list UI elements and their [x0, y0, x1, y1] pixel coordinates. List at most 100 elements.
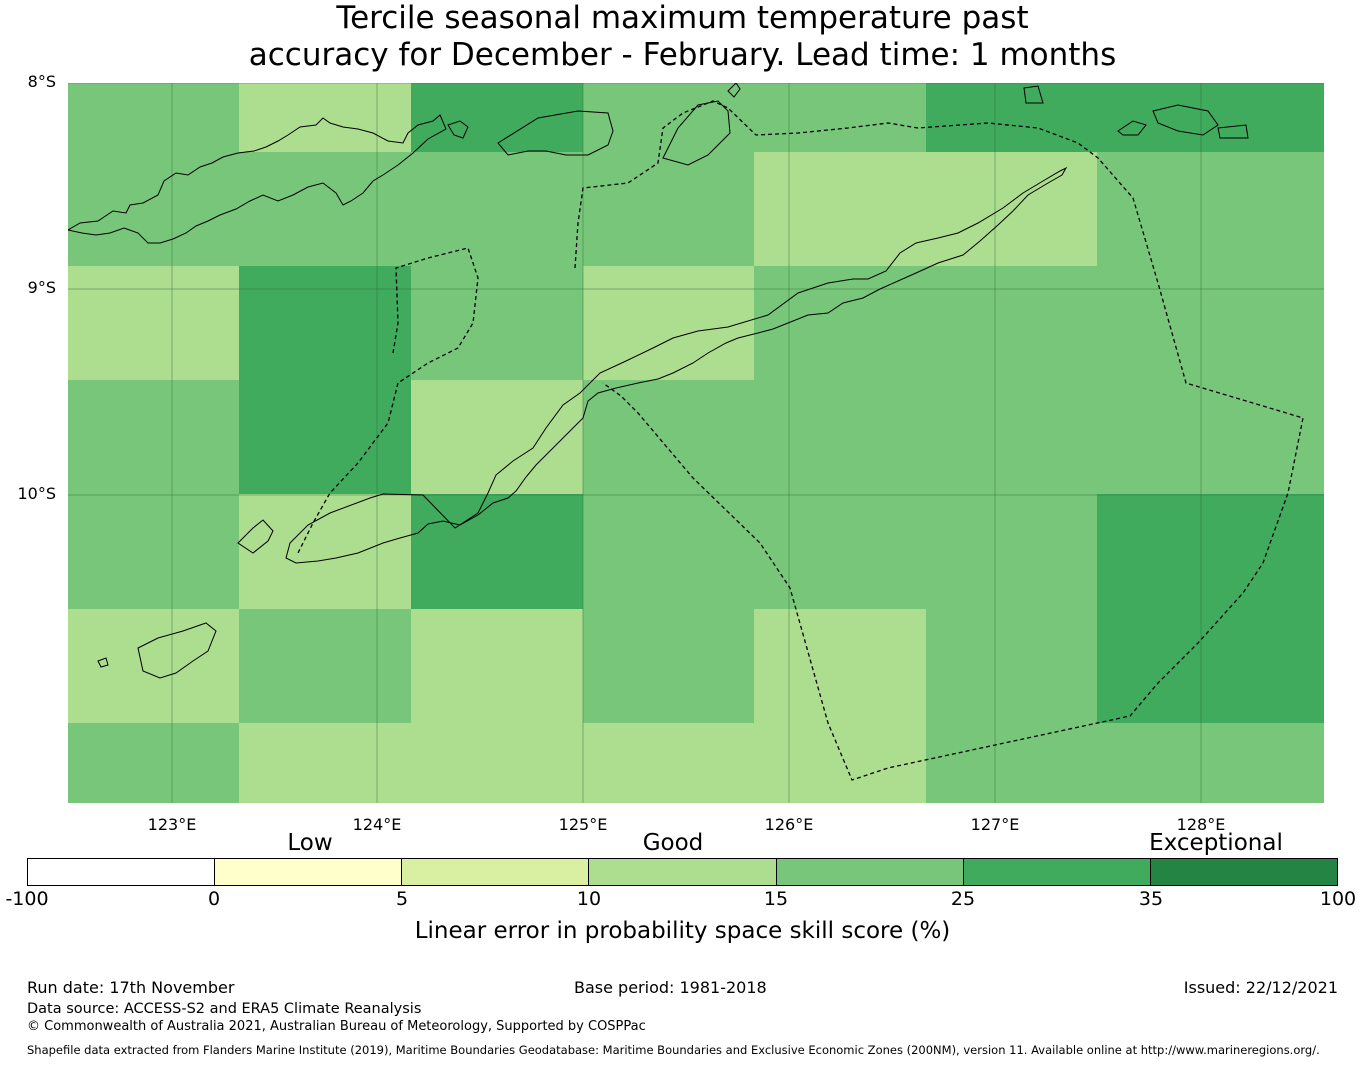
map-title: Tercile seasonal maximum temperature pas… — [0, 0, 1365, 74]
grid-cell — [411, 380, 584, 495]
grid-cell — [411, 83, 584, 153]
grid-cell — [68, 380, 240, 495]
grid-cell — [754, 83, 927, 153]
skill-grid — [68, 83, 1324, 803]
lon-label-124e: 124°E — [352, 815, 402, 834]
grid-cell — [583, 380, 755, 495]
lon-label-127e: 127°E — [970, 815, 1020, 834]
title-line-2: accuracy for December - February. Lead t… — [248, 37, 1117, 73]
base-period: Base period: 1981-2018 — [574, 978, 767, 997]
grid-cell — [754, 152, 927, 267]
grid-cell — [68, 83, 240, 153]
small-island-2 — [1023, 85, 1044, 104]
grid-cell — [754, 723, 927, 803]
map-area[interactable] — [68, 83, 1324, 803]
grid-cell — [239, 609, 412, 724]
lon-label-125e: 125°E — [558, 815, 608, 834]
pantar-island-coastline — [447, 120, 469, 139]
colorbar-segment — [1150, 859, 1337, 885]
grid-cell — [1097, 609, 1324, 724]
grid-cell — [68, 723, 240, 803]
grid-cell — [754, 266, 927, 381]
grid-cell — [926, 152, 1098, 267]
run-date: Run date: 17th November — [27, 978, 235, 997]
shapefile-credit: Shapefile data extracted from Flanders M… — [27, 1043, 1320, 1057]
colorbar-tick: 15 — [763, 888, 789, 910]
colorbar-segment — [28, 859, 216, 885]
grid-cell — [1097, 83, 1324, 153]
colorbar-category-low: Low — [287, 830, 333, 856]
lat-label-9s: 9°S — [27, 278, 56, 297]
grid-cell — [754, 380, 927, 495]
timor-island-coastline — [285, 166, 1068, 564]
grid-cell — [239, 266, 412, 381]
grid-cell — [411, 609, 584, 724]
wetar-coastline — [662, 100, 731, 166]
flores-coastline — [68, 114, 447, 244]
lat-label-8s: 8°S — [27, 72, 56, 91]
colorbar-segment — [402, 859, 590, 885]
small-island-3 — [1117, 120, 1147, 136]
lat-label-10s: 10°S — [17, 484, 56, 503]
colorbar-tick: 25 — [950, 888, 976, 910]
grid-cell — [583, 494, 755, 610]
grid-cell — [583, 152, 755, 267]
skill-map — [68, 83, 1324, 803]
grid-cell — [1097, 266, 1324, 381]
grid-cell — [926, 380, 1098, 495]
lon-label-123e: 123°E — [147, 815, 197, 834]
small-island-4 — [1152, 104, 1219, 136]
grid-cell — [239, 494, 412, 610]
grid-cell — [68, 266, 240, 381]
savu-island-coastline — [137, 622, 217, 679]
colorbar-segment — [776, 859, 964, 885]
grid-cell — [1097, 380, 1324, 495]
grid-cell — [583, 723, 755, 803]
lon-label-126e: 126°E — [764, 815, 814, 834]
grid-cell — [583, 266, 755, 381]
eez-boundary — [297, 100, 1304, 781]
copyright: © Commonwealth of Australia 2021, Austra… — [27, 1019, 646, 1034]
grid-cell — [1097, 723, 1324, 803]
grid-cell — [926, 83, 1098, 153]
small-island-6 — [727, 83, 741, 98]
colorbar-label: Linear error in probability space skill … — [414, 918, 951, 944]
coastlines — [68, 83, 1249, 679]
grid-cell — [754, 494, 927, 610]
grid-cell — [926, 266, 1098, 381]
grid-cell — [926, 609, 1098, 724]
small-island-5 — [1217, 124, 1249, 139]
colorbar-tick: 10 — [576, 888, 602, 910]
colorbar-tick: 100 — [1319, 888, 1357, 910]
colorbar-tick: -100 — [5, 888, 49, 910]
grid-cell — [754, 609, 927, 724]
grid-cell — [411, 152, 584, 267]
grid-cell — [1097, 152, 1324, 267]
colorbar-category-good: Good — [642, 830, 704, 856]
grid-cell — [239, 83, 412, 153]
grid-cell — [411, 494, 584, 610]
colorbar-tick: 5 — [395, 888, 409, 910]
grid-cell — [1097, 494, 1324, 610]
alor-island-coastline — [497, 110, 614, 156]
small-island-1 — [97, 657, 109, 668]
grid-cell — [411, 266, 584, 381]
colorbar-segment — [215, 859, 403, 885]
grid-cell — [239, 723, 412, 803]
grid-cell — [583, 609, 755, 724]
graticule — [68, 83, 1324, 803]
grid-cell — [239, 380, 412, 495]
issued-date: Issued: 22/12/2021 — [1183, 978, 1338, 997]
colorbar — [27, 858, 1338, 886]
colorbar-tick: 35 — [1138, 888, 1164, 910]
grid-cell — [68, 494, 240, 610]
colorbar-tick: 0 — [207, 888, 221, 910]
grid-cell — [239, 152, 412, 267]
grid-cell — [411, 723, 584, 803]
grid-cell — [926, 723, 1098, 803]
title-line-1: Tercile seasonal maximum temperature pas… — [336, 0, 1029, 36]
grid-cell — [583, 83, 755, 153]
colorbar-segment — [589, 859, 777, 885]
data-source: Data source: ACCESS-S2 and ERA5 Climate … — [27, 1001, 422, 1017]
colorbar-segment — [963, 859, 1151, 885]
